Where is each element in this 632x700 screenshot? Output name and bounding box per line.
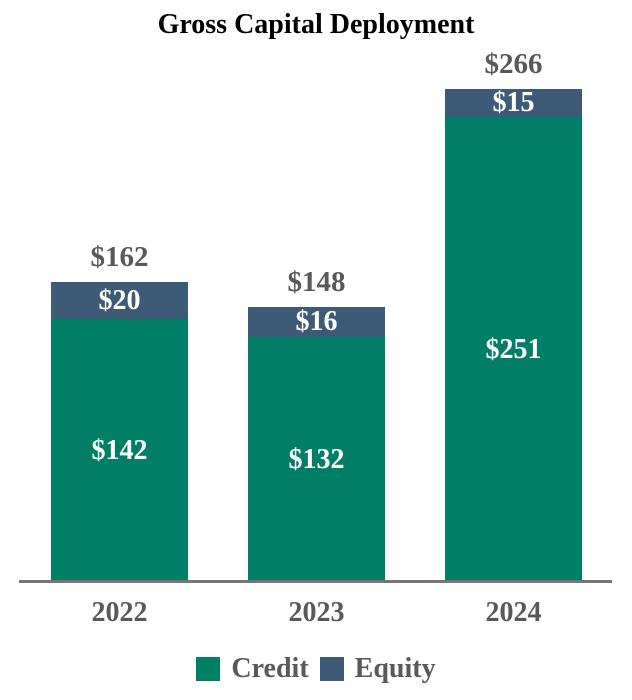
bar-2023-credit-segment: $132 [248, 337, 385, 582]
bar-2024-equity-value-label: $15 [492, 87, 535, 118]
bar-2022-credit-segment: $142 [51, 319, 188, 582]
legend-swatch-equity-icon [319, 657, 344, 681]
x-axis-label-2022: 2022 [91, 597, 148, 628]
x-axis-label-2024: 2024 [485, 597, 542, 628]
bar-2024-credit-segment: $251 [445, 117, 582, 582]
bar-2022-equity-segment: $20 [51, 282, 188, 319]
bar-2022-credit-value-label: $142 [91, 434, 148, 466]
bar-2024-credit-value-label: $251 [485, 333, 542, 365]
x-axis-line [19, 580, 612, 583]
bar-2023-total-label: $148 [287, 266, 346, 298]
legend-label-credit: Credit [231, 653, 309, 684]
bar-2022-equity-value-label: $20 [98, 284, 141, 316]
bar-2022-total-label: $162 [90, 241, 149, 273]
bar-2024-total-label: $266 [484, 48, 543, 80]
chart-title: Gross Capital Deployment [157, 9, 475, 40]
legend: Credit Equity [0, 652, 632, 686]
bar-2024-equity-segment: $15 [445, 87, 582, 118]
bar-2023-equity-value-label: $16 [295, 306, 338, 337]
x-axis-label-2023: 2023 [288, 597, 345, 628]
bar-2023-credit-value-label: $132 [288, 443, 345, 475]
bar-2023-equity-segment: $16 [248, 306, 385, 337]
legend-label-equity: Equity [354, 653, 436, 684]
legend-swatch-credit-icon [196, 657, 221, 681]
